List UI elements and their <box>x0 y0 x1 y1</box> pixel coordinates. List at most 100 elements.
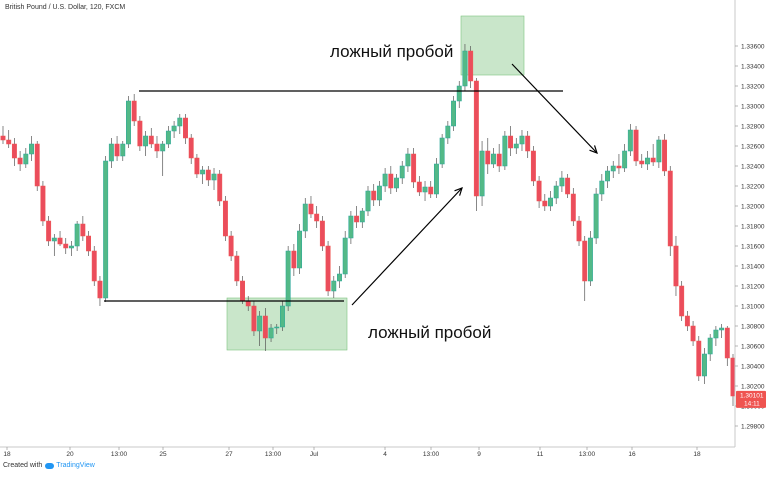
created-with-label: Created with <box>3 462 43 469</box>
candle-body <box>314 213 320 222</box>
candle-body <box>262 315 268 339</box>
y-tick-label: 1.31600 <box>741 244 765 251</box>
candle-body <box>34 143 40 187</box>
y-tick-label: 1.33600 <box>741 44 765 51</box>
candle-body <box>559 177 565 187</box>
candle-body <box>177 117 183 127</box>
candle-body <box>319 220 325 247</box>
candle-body <box>645 157 650 165</box>
candle-body <box>91 250 97 282</box>
footer: Created with TradingView <box>3 462 95 469</box>
candle-body <box>485 150 491 165</box>
candle-body <box>656 139 662 163</box>
symbol-title: British Pound / U.S. Dollar, 120, FXCM <box>5 4 126 11</box>
candle-body <box>257 315 263 332</box>
candle-body <box>667 170 673 247</box>
candle-body <box>462 50 468 87</box>
candle-body <box>445 125 451 139</box>
candle-body <box>650 157 656 163</box>
false-breakout-label-top: ложный пробой <box>330 42 453 61</box>
y-tick-label: 1.31200 <box>741 284 765 291</box>
candle-body <box>194 157 200 175</box>
candle-body <box>274 326 280 329</box>
candle-body <box>371 190 377 201</box>
x-tick-label: Jul <box>310 451 319 458</box>
candle-body <box>302 203 308 232</box>
candle-body <box>291 250 297 269</box>
candle-body <box>502 135 508 167</box>
candle-body <box>268 327 274 339</box>
candles-layer <box>0 44 736 406</box>
candle-body <box>422 186 428 193</box>
candle-body <box>491 153 496 165</box>
y-tick-label: 1.33000 <box>741 104 765 111</box>
candle-body <box>530 150 536 182</box>
x-tick-label: 16 <box>628 451 636 458</box>
candle-body <box>148 135 154 145</box>
candle-body <box>97 280 103 299</box>
candle-body <box>251 305 257 332</box>
y-tick-label: 1.30800 <box>741 324 765 331</box>
current-price-badge <box>736 390 766 408</box>
y-tick-label: 1.32800 <box>741 124 765 131</box>
arrow-up-head <box>454 186 463 196</box>
candle-body <box>308 203 314 215</box>
candle-body <box>376 185 382 201</box>
x-tick-label: 25 <box>159 451 167 458</box>
candle-body <box>348 215 354 239</box>
candle-body <box>627 129 633 152</box>
candle-body <box>17 157 23 165</box>
candle-body <box>234 255 240 282</box>
candle-body <box>576 220 582 242</box>
candle-body <box>456 85 462 102</box>
candle-body <box>160 143 166 152</box>
y-tick-label: 1.30200 <box>741 384 765 391</box>
candle-body <box>673 245 679 287</box>
candle-body <box>188 137 194 159</box>
x-tick-label: 27 <box>225 451 233 458</box>
candle-body <box>6 139 12 145</box>
tradingview-link[interactable]: TradingView <box>56 462 95 469</box>
candle-body <box>74 223 80 247</box>
candle-body <box>713 329 719 339</box>
candle-body <box>702 353 707 377</box>
candle-body <box>582 240 588 282</box>
arrow-up <box>351 187 463 306</box>
candle-body <box>428 186 434 195</box>
candle-body <box>217 173 223 202</box>
candle-body <box>553 185 559 199</box>
candle-body <box>565 177 571 195</box>
y-tick-label: 1.32400 <box>741 164 765 171</box>
x-tick-label: 13:00 <box>423 451 440 458</box>
candle-body <box>337 273 342 282</box>
candle-body <box>622 150 628 169</box>
candle-body <box>285 250 291 307</box>
x-tick-label: 4 <box>383 451 387 458</box>
candle-body <box>536 180 542 202</box>
candle-body <box>280 305 285 328</box>
candle-body <box>154 143 160 152</box>
candle-body <box>684 315 690 327</box>
zones-layer <box>226 15 525 351</box>
candle-body <box>126 100 131 145</box>
candle-body <box>40 185 46 222</box>
x-tick-label: 11 <box>537 451 544 458</box>
candle-body <box>200 169 206 175</box>
y-tick-label: 1.31800 <box>741 224 765 231</box>
candle-body <box>468 50 474 82</box>
candle-body <box>599 180 605 195</box>
candle-body <box>433 163 439 195</box>
y-tick-label: 1.32200 <box>741 184 765 191</box>
candle-body <box>131 100 137 122</box>
candle-body <box>63 243 69 249</box>
candle-body <box>439 137 445 165</box>
candle-body <box>183 117 188 139</box>
candle-body <box>108 143 114 162</box>
x-tick-label: 13:00 <box>111 451 128 458</box>
x-tick-label: 9 <box>477 451 481 458</box>
annotations-layer: ложный пробой ложный пробой <box>330 42 491 342</box>
candle-body <box>394 177 399 189</box>
candle-body <box>639 160 645 165</box>
